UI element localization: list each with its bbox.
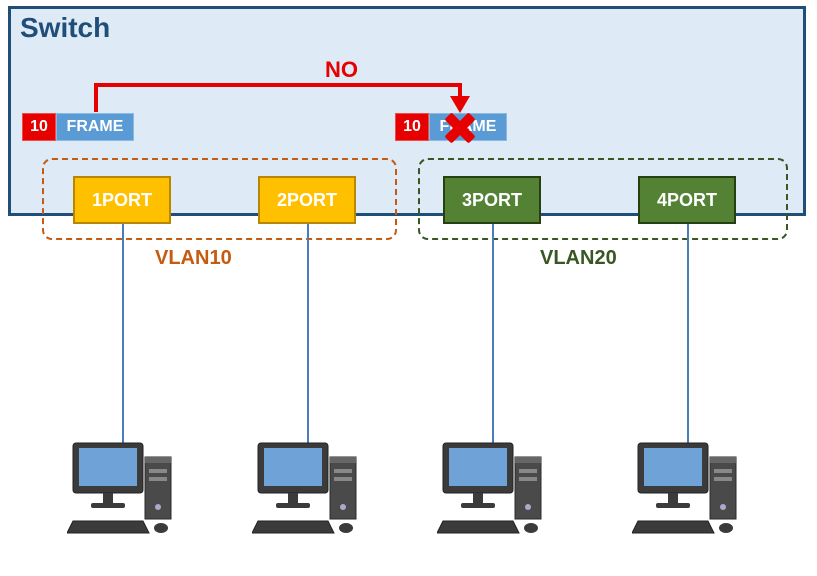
pc-3 — [437, 435, 552, 540]
link-pc4 — [687, 224, 689, 460]
link-pc3 — [492, 224, 494, 460]
pc-2 — [252, 435, 367, 540]
link-pc1 — [122, 224, 124, 460]
frame-left-body: FRAME — [56, 113, 134, 141]
x-mark-icon — [443, 111, 477, 145]
frame-right-tag: 10 — [395, 113, 429, 141]
link-pc2 — [307, 224, 309, 460]
vlan20-label: VLAN20 — [540, 247, 617, 270]
port-1: 1PORT — [73, 176, 171, 224]
vlan10-label: VLAN10 — [155, 247, 232, 270]
port-2: 2PORT — [258, 176, 356, 224]
frame-left: 10 FRAME — [22, 113, 134, 141]
frame-left-tag: 10 — [22, 113, 56, 141]
pc-4 — [632, 435, 747, 540]
diagram-canvas: Switch NO 10 FRAME 10 FRAME 1PORT 2PORT … — [0, 0, 817, 576]
port-3: 3PORT — [443, 176, 541, 224]
switch-title: Switch — [20, 12, 110, 44]
pc-1 — [67, 435, 182, 540]
port-4: 4PORT — [638, 176, 736, 224]
no-label: NO — [325, 57, 358, 83]
